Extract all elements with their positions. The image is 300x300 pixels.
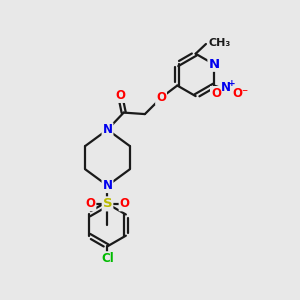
Text: N: N [221,81,231,94]
Text: O⁻: O⁻ [233,87,249,100]
Text: +: + [228,79,236,88]
Text: N: N [103,123,112,136]
Text: O: O [156,92,166,104]
Text: Cl: Cl [101,252,114,265]
Text: S: S [103,197,112,210]
Text: O: O [115,89,125,102]
Text: CH₃: CH₃ [209,38,231,47]
Text: O: O [211,87,221,100]
Text: O: O [85,197,95,210]
Text: N: N [103,179,112,192]
Text: O: O [120,197,130,210]
Text: N: N [208,58,220,71]
